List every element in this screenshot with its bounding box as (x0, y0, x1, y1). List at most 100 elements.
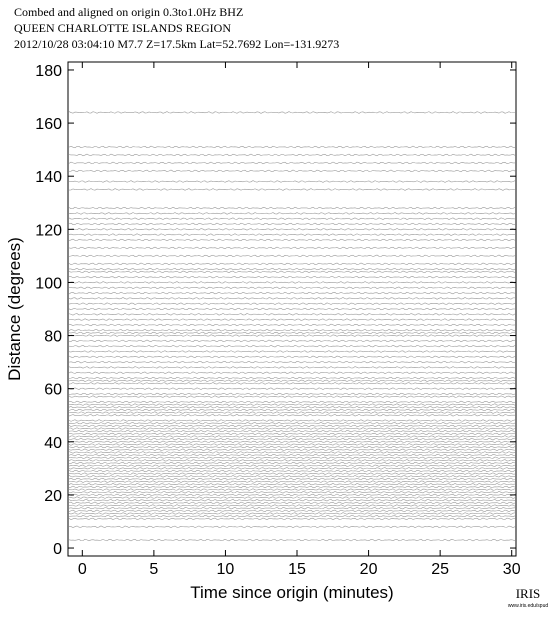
y-tick-label: 0 (53, 541, 62, 558)
trace (68, 411, 516, 414)
y-axis-label: Distance (degrees) (5, 237, 24, 381)
trace (68, 212, 516, 215)
trace (68, 262, 516, 266)
trace (68, 366, 516, 369)
trace (68, 483, 516, 486)
trace (68, 376, 516, 380)
trace (68, 504, 516, 507)
trace (68, 392, 516, 396)
trace (68, 498, 516, 502)
x-tick-label: 30 (503, 561, 521, 578)
trace (68, 169, 516, 173)
trace (68, 145, 516, 149)
trace (68, 161, 516, 165)
title-line: Combed and aligned on origin 0.3to1.0Hz … (14, 5, 243, 19)
trace (68, 419, 516, 422)
trace (68, 246, 516, 250)
x-tick-label: 5 (149, 561, 158, 578)
trace (68, 111, 516, 114)
trace (68, 286, 516, 289)
y-tick-label: 40 (44, 435, 62, 452)
trace (68, 456, 516, 459)
trace (68, 188, 516, 191)
x-tick-label: 0 (78, 561, 87, 578)
trace (68, 538, 516, 542)
trace (68, 429, 516, 433)
y-tick-label: 20 (44, 488, 62, 505)
x-tick-label: 25 (431, 561, 449, 578)
trace (68, 270, 516, 274)
trace (68, 480, 516, 483)
trace (68, 379, 516, 382)
trace (68, 406, 516, 409)
trace (68, 493, 516, 497)
trace (68, 291, 516, 295)
trace (68, 488, 516, 491)
trace (68, 501, 516, 505)
y-tick-label: 140 (35, 169, 62, 186)
trace (68, 512, 516, 515)
trace (68, 514, 516, 518)
trace (68, 440, 516, 444)
trace (68, 424, 516, 428)
trace (68, 432, 516, 436)
trace (68, 206, 516, 210)
trace (68, 472, 516, 475)
trace (68, 427, 516, 430)
trace (68, 254, 516, 258)
trace (68, 339, 516, 343)
trace (68, 477, 516, 481)
trace (68, 496, 516, 499)
y-tick-label: 60 (44, 382, 62, 399)
y-tick-label: 100 (35, 275, 62, 292)
trace (68, 297, 516, 300)
plot-frame (67, 61, 517, 557)
traces (68, 111, 516, 542)
trace (68, 334, 516, 337)
y-tick-label: 160 (35, 116, 62, 133)
trace (68, 344, 516, 348)
trace (68, 281, 516, 284)
trace (68, 382, 516, 385)
trace (68, 475, 516, 478)
trace (68, 435, 516, 438)
y-tick-label: 120 (35, 222, 62, 239)
trace (68, 371, 516, 374)
trace (68, 459, 516, 462)
trace (68, 453, 516, 457)
trace (68, 517, 516, 521)
trace (68, 350, 516, 353)
x-tick-label: 20 (360, 561, 378, 578)
trace (68, 275, 516, 279)
logo: IRIS (516, 586, 541, 601)
trace (68, 485, 516, 489)
trace (68, 323, 516, 327)
trace (68, 395, 516, 398)
trace (68, 360, 516, 364)
trace (68, 318, 516, 321)
trace (68, 413, 516, 417)
title-line: QUEEN CHARLOTTE ISLANDS REGION (14, 21, 231, 35)
trace (68, 302, 516, 305)
trace (68, 228, 516, 231)
trace (68, 525, 516, 529)
trace (68, 400, 516, 404)
trace (68, 443, 516, 446)
trace (68, 233, 516, 236)
trace (68, 153, 516, 157)
y-tick-label: 180 (35, 63, 62, 80)
trace (68, 307, 516, 311)
trace (68, 464, 516, 467)
trace (68, 403, 516, 406)
logo-url: www.iris.edu/spud (508, 603, 549, 609)
trace (68, 437, 516, 441)
trace (68, 267, 516, 271)
trace (68, 469, 516, 473)
trace (68, 387, 516, 390)
trace (68, 448, 516, 452)
trace (68, 491, 516, 494)
trace (68, 445, 516, 449)
x-tick-label: 15 (288, 561, 306, 578)
x-tick-label: 10 (217, 561, 235, 578)
